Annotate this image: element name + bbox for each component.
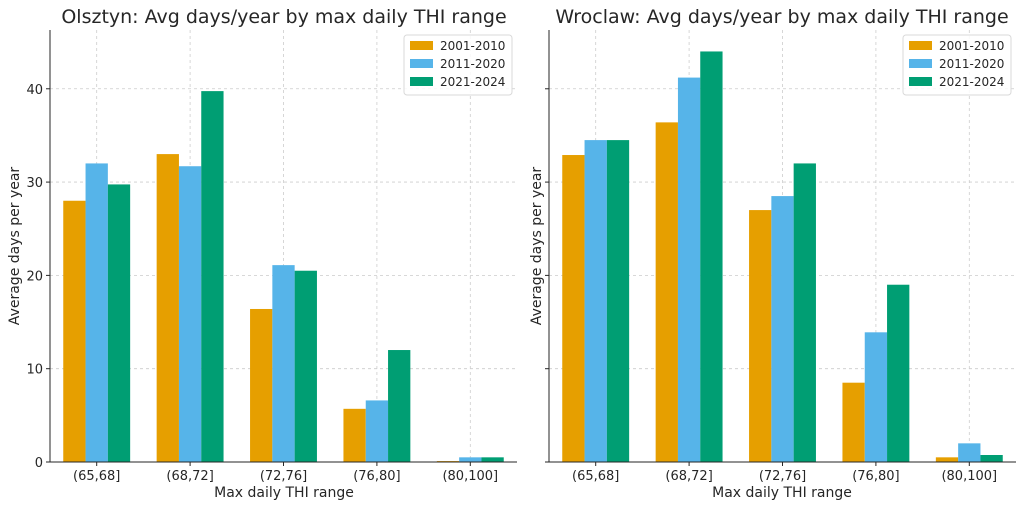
chart-1-title: Olsztyn: Avg days/year by max daily THI … — [61, 6, 506, 28]
chart-2-bar-2001-2010-(65,68] — [562, 155, 585, 462]
chart-2-bar-2001-2010-(68,72] — [655, 122, 678, 462]
chart-2-x-tick-label: (80,100] — [941, 469, 997, 484]
chart-1-bar-2021-2024-(65,68] — [107, 184, 131, 462]
chart-1-legend-label-2021-2024: 2021-2024 — [440, 75, 505, 89]
chart-1-bar-2001-2010-(65,68] — [63, 200, 86, 462]
chart-1-x-tick-label: (68,72] — [166, 469, 213, 484]
chart-1-y-tick-label: 40 — [26, 83, 43, 98]
chart-1-y-tick-label: 10 — [26, 363, 43, 378]
chart-1-legend-swatch-2021-2024 — [410, 77, 433, 86]
chart-1-bar-2021-2024-(72,76] — [294, 270, 317, 462]
chart-2-title: Wroclaw: Avg days/year by max daily THI … — [555, 6, 1008, 28]
chart-2-legend-label-2021-2024: 2021-2024 — [939, 75, 1004, 89]
chart-2-legend-label-2001-2010: 2001-2010 — [939, 39, 1004, 53]
chart-2-bar-2021-2024-(65,68] — [606, 140, 630, 462]
chart-2-bar-2021-2024-(80,100] — [980, 455, 1003, 462]
chart-1-legend-swatch-2011-2020 — [410, 59, 433, 68]
chart-1-bar-2021-2024-(68,72] — [201, 91, 224, 462]
chart-2-bar-2021-2024-(76,80] — [887, 284, 910, 462]
chart-1-legend-label-2001-2010: 2001-2010 — [440, 39, 505, 53]
chart-2-x-axis-label: Max daily THI range — [712, 485, 852, 501]
chart-1-bar-2001-2010-(68,72] — [156, 154, 179, 462]
chart-1-y-axis-label: Average days per year — [7, 167, 23, 326]
chart-1-x-tick-label: (65,68] — [73, 469, 120, 484]
chart-1-bar-2011-2020-(80,100] — [459, 457, 482, 462]
chart-2-legend-label-2011-2020: 2011-2020 — [939, 57, 1004, 71]
chart-1-legend-swatch-2001-2010 — [410, 41, 433, 50]
chart-2-bar-2011-2020-(65,68] — [584, 140, 607, 462]
chart-1-bar-2011-2020-(65,68] — [85, 163, 108, 463]
chart-1-x-axis-label: Max daily THI range — [214, 485, 354, 501]
chart-2-x-tick-label: (76,80] — [852, 469, 899, 484]
chart-1-y-tick-label: 30 — [26, 176, 43, 191]
chart-2-bar-2001-2010-(76,80] — [842, 382, 865, 462]
chart-1-y-tick-label: 0 — [35, 456, 43, 471]
chart-2-bar-2011-2020-(80,100] — [958, 443, 981, 462]
chart-2-panel: (65,68] (68,72] (72,76] (76,80] (80,100] Wroc… — [529, 6, 1016, 501]
chart-1-bar-2001-2010-(76,80] — [343, 408, 366, 462]
chart-2-legend-swatch-2001-2010 — [909, 41, 932, 50]
chart-2-y-axis-label: Average days per year — [529, 167, 545, 326]
chart-1-x-tick-label: (76,80] — [353, 469, 400, 484]
chart-2-bar-2001-2010-(80,100] — [935, 457, 959, 462]
chart-1-x-tick-label: (80,100] — [442, 469, 498, 484]
chart-1-legend-label-2011-2020: 2011-2020 — [440, 57, 505, 71]
chart-2-bar-2021-2024-(72,76] — [793, 163, 816, 463]
chart-2-bar-2021-2024-(68,72] — [700, 51, 723, 462]
chart-2-bar-2011-2020-(68,72] — [677, 77, 701, 462]
chart-1-panel: 0 10 20 30 40 (65,68] (68,72] (72,76] (76,80] (80… — [7, 6, 517, 501]
chart-2-x-tick-label: (68,72] — [665, 469, 712, 484]
chart-1-bar-2001-2010-(72,76] — [250, 308, 273, 462]
chart-2-legend-swatch-2011-2020 — [909, 59, 932, 68]
chart-2-legend-swatch-2021-2024 — [909, 77, 932, 86]
chart-1-bar-2021-2024-(80,100] — [481, 457, 504, 462]
chart-1-bar-2011-2020-(72,76] — [272, 265, 295, 462]
chart-2-bar-2011-2020-(72,76] — [771, 196, 794, 462]
chart-1-bar-2021-2024-(76,80] — [388, 350, 411, 462]
chart-2-x-tick-label: (72,76] — [759, 469, 806, 484]
chart-2-bar-2011-2020-(76,80] — [864, 332, 888, 462]
chart-2-x-tick-label: (65,68] — [572, 469, 619, 484]
chart-1-bar-2011-2020-(68,72] — [178, 166, 202, 463]
chart-1-y-tick-label: 20 — [26, 269, 43, 284]
chart-2-bar-2001-2010-(72,76] — [749, 210, 772, 462]
chart-1-x-tick-label: (72,76] — [260, 469, 307, 484]
chart-1-bar-2011-2020-(76,80] — [365, 400, 389, 462]
